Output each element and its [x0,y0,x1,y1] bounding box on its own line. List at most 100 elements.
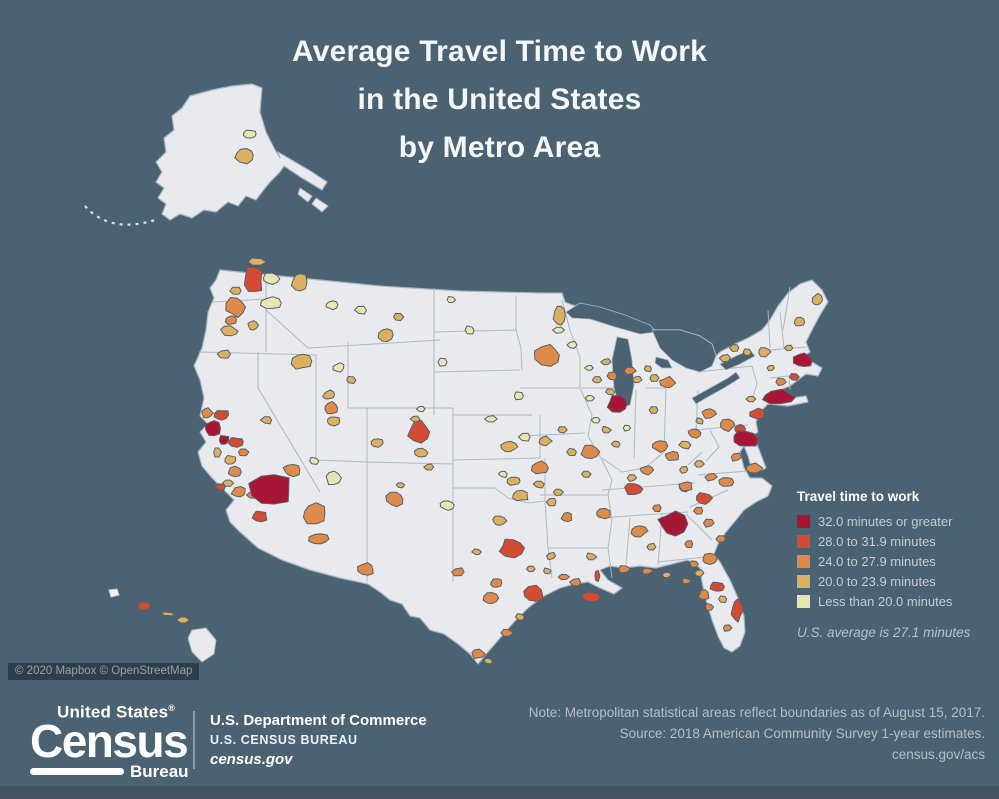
legend-item: 32.0 minutes or greater [797,511,997,531]
logo-united-states: United States® [57,702,176,722]
metro-area [630,525,649,538]
metro-area [260,296,282,309]
metro-area [693,460,705,468]
metro-area [730,452,743,462]
metro-area [290,273,308,292]
metro-area [649,374,660,382]
metro-area [693,506,704,515]
metro-area [679,466,689,474]
logo-census: Census [30,714,189,767]
legend-swatch [797,514,810,528]
metro-area [789,373,800,381]
lake-michigan [611,336,635,409]
metro-area [783,344,794,352]
metro-area [551,326,565,334]
dept-of-commerce: U.S. Department of Commerce [210,712,427,729]
metro-area [703,518,715,528]
metro-area [664,450,680,461]
metro-area [622,424,631,432]
metro-area [600,358,612,366]
metro-area [230,486,246,498]
metro-area [584,364,594,371]
metro-area [594,570,601,582]
metro-area [586,552,598,561]
metro-area [227,465,242,478]
note-line-3: census.gov/acs [891,747,985,762]
metro-area [766,364,775,372]
metro-area [684,540,694,548]
metro-area [514,613,526,621]
metro-area [525,565,536,573]
metro-area [546,552,557,561]
us-average-note: U.S. average is 27.1 minutes [797,625,971,640]
metro-area [552,305,566,326]
metro-area [657,510,689,537]
metro-area [775,377,787,386]
metro-area [228,437,244,448]
metro-area [681,577,692,585]
metro-area [136,601,152,611]
legend-label: 32.0 minutes or greater [818,513,953,529]
metro-area [201,407,214,419]
mainland-outline [193,269,829,665]
metro-area [661,571,672,578]
metro-area [624,483,644,495]
metro-area [213,447,222,458]
legend-label: 28.0 to 31.9 minutes [818,533,936,549]
metro-area [560,512,573,523]
metro-area [582,591,602,603]
metro-area [745,395,757,403]
metro-area [709,581,725,592]
saginaw-bay [654,356,673,369]
metro-area [407,419,431,444]
metro-area [557,426,568,434]
metro-area [423,463,435,471]
aleutian-islands [84,205,156,226]
metro-area [569,577,582,587]
metro-area [497,470,508,478]
hawaii-inset [108,588,217,663]
metro-area [652,440,669,453]
metro-area [385,491,404,508]
metro-area [377,328,394,343]
metro-area [513,391,524,401]
metro-area [643,365,652,373]
metro-area [204,420,221,437]
metro-area [538,435,553,447]
metro-area [243,266,263,292]
legend-swatch [797,574,810,588]
metro-area [506,476,521,486]
metro-area [545,497,557,507]
metro-area [581,470,592,478]
metro-area [224,455,237,465]
metro-area [696,492,713,505]
metro-area [225,297,246,318]
legend-item: 28.0 to 31.9 minutes [797,531,997,551]
metro-area [704,603,714,611]
metro-area [483,657,494,665]
metro-area [631,375,643,384]
metro-areas-layer [136,129,824,665]
metro-area [605,388,616,396]
metro-area [532,480,545,489]
metro-area [557,573,570,581]
metro-area [762,388,796,405]
metro-area [689,560,699,568]
metro-area [722,624,733,632]
metro-area [553,488,564,496]
legend-title: Travel time to work [797,489,920,504]
metro-area [534,344,560,367]
metro-area [523,584,544,602]
legend-swatch [797,534,810,548]
metro-area [512,489,529,502]
footer-divider [193,711,195,769]
metro-area [302,502,326,525]
metro-area [393,312,405,322]
metro-area [646,542,657,551]
metro-area [720,418,736,432]
metro-area [652,504,662,513]
metro-area [482,592,500,605]
metro-area [606,395,628,413]
metro-area [500,440,519,453]
